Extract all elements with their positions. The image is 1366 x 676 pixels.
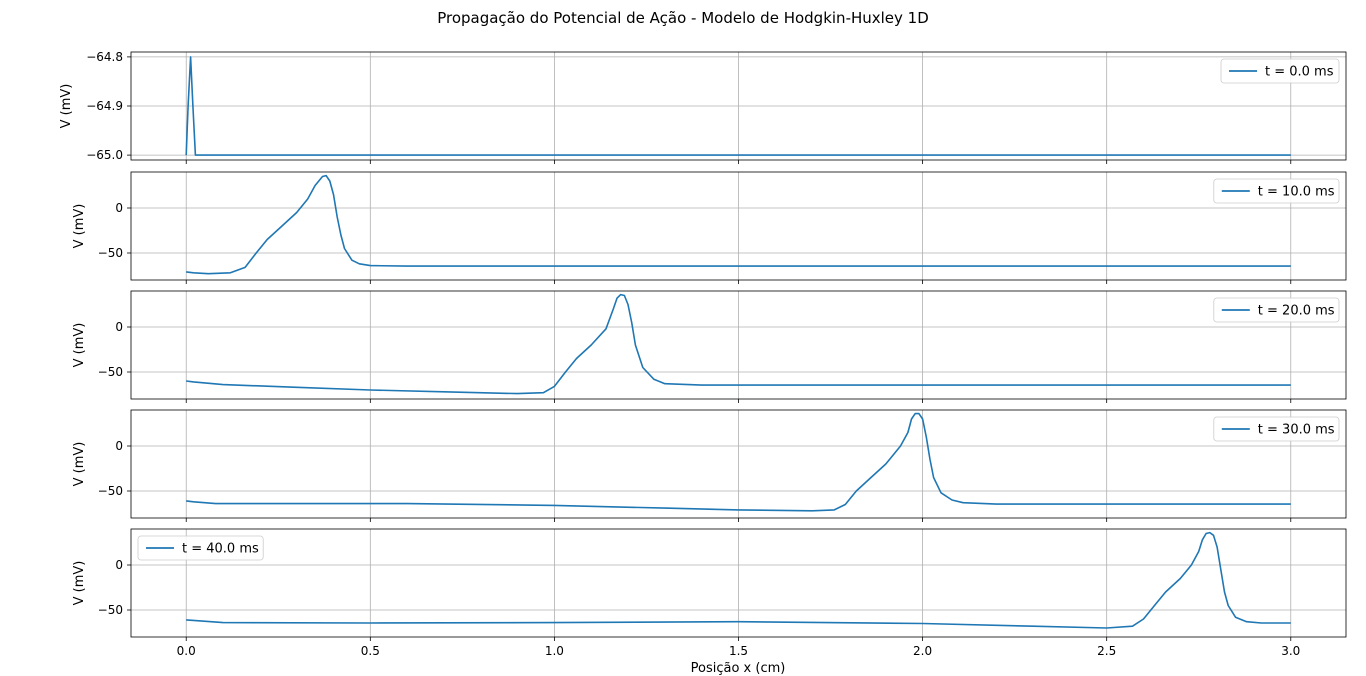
y-tick-label: −65.0 xyxy=(86,148,123,162)
subplot-5: 0.0 0.5 1.0 1.5 2.0 2.5 3.0 0 −50 V (mV) t = 40.0 … xyxy=(72,528,1347,658)
axes-frame xyxy=(130,409,1347,519)
y-tick-label: 0 xyxy=(115,201,123,215)
legend-box xyxy=(1213,297,1340,323)
x-tick-label: 1.5 xyxy=(729,644,748,658)
x-tick-label: 2.5 xyxy=(1097,644,1116,658)
legend: t = 40.0 ms xyxy=(137,535,264,561)
y-tick-label: −64.9 xyxy=(86,99,123,113)
y-axis-label: V (mV) xyxy=(59,84,74,129)
legend: t = 20.0 ms xyxy=(1213,297,1340,323)
subplot-3: 0 −50 V (mV) t = 20.0 ms xyxy=(72,290,1347,403)
legend-label: t = 20.0 ms xyxy=(1258,304,1335,319)
series-line xyxy=(186,174,1291,275)
axes-frame xyxy=(130,290,1347,400)
legend-box xyxy=(1213,416,1340,442)
series-line xyxy=(185,56,1291,156)
y-tick-label: −64.8 xyxy=(86,50,123,64)
subplot-1: −64.8 −64.9 −65.0 V (mV) t = 0.0 ms xyxy=(59,50,1347,164)
x-tick-label: 2.0 xyxy=(913,644,932,658)
x-axis-label: Posição x (cm) xyxy=(690,661,786,676)
legend-label: t = 30.0 ms xyxy=(1258,423,1335,438)
legend-label: t = 40.0 ms xyxy=(182,542,259,557)
subplot-4: 0 −50 V (mV) t = 30.0 ms xyxy=(72,409,1347,522)
legend: t = 10.0 ms xyxy=(1213,178,1340,204)
legend: t = 30.0 ms xyxy=(1213,416,1340,442)
legend-box xyxy=(1213,178,1340,204)
series-line xyxy=(186,412,1291,512)
legend-label: t = 10.0 ms xyxy=(1258,185,1335,200)
series-line xyxy=(186,293,1291,395)
y-tick-label: 0 xyxy=(115,320,123,334)
y-tick-label: −50 xyxy=(98,603,123,617)
series-line xyxy=(186,531,1291,629)
legend-label: t = 0.0 ms xyxy=(1265,65,1334,80)
y-axis-label: V (mV) xyxy=(72,561,87,606)
axes-frame xyxy=(130,171,1347,281)
x-tick-label: 0.0 xyxy=(177,644,196,658)
axes-frame xyxy=(130,51,1347,161)
x-tick-label: 1.0 xyxy=(545,644,564,658)
legend-box xyxy=(1220,58,1340,84)
subplot-2: 0 −50 V (mV) t = 10.0 ms xyxy=(72,171,1347,284)
axes-frame xyxy=(130,528,1347,638)
y-tick-label: 0 xyxy=(115,558,123,572)
x-tick-label: 0.5 xyxy=(361,644,380,658)
y-tick-label: −50 xyxy=(98,365,123,379)
y-axis-label: V (mV) xyxy=(72,442,87,487)
y-axis-label: V (mV) xyxy=(72,323,87,368)
y-axis-label: V (mV) xyxy=(72,204,87,249)
figure-title: Propagação do Potencial de Ação - Modelo… xyxy=(437,9,929,27)
legend: t = 0.0 ms xyxy=(1220,58,1340,84)
legend-box xyxy=(137,535,264,561)
y-tick-label: −50 xyxy=(98,484,123,498)
y-tick-label: −50 xyxy=(98,246,123,260)
x-tick-label: 3.0 xyxy=(1281,644,1300,658)
y-tick-label: 0 xyxy=(115,439,123,453)
